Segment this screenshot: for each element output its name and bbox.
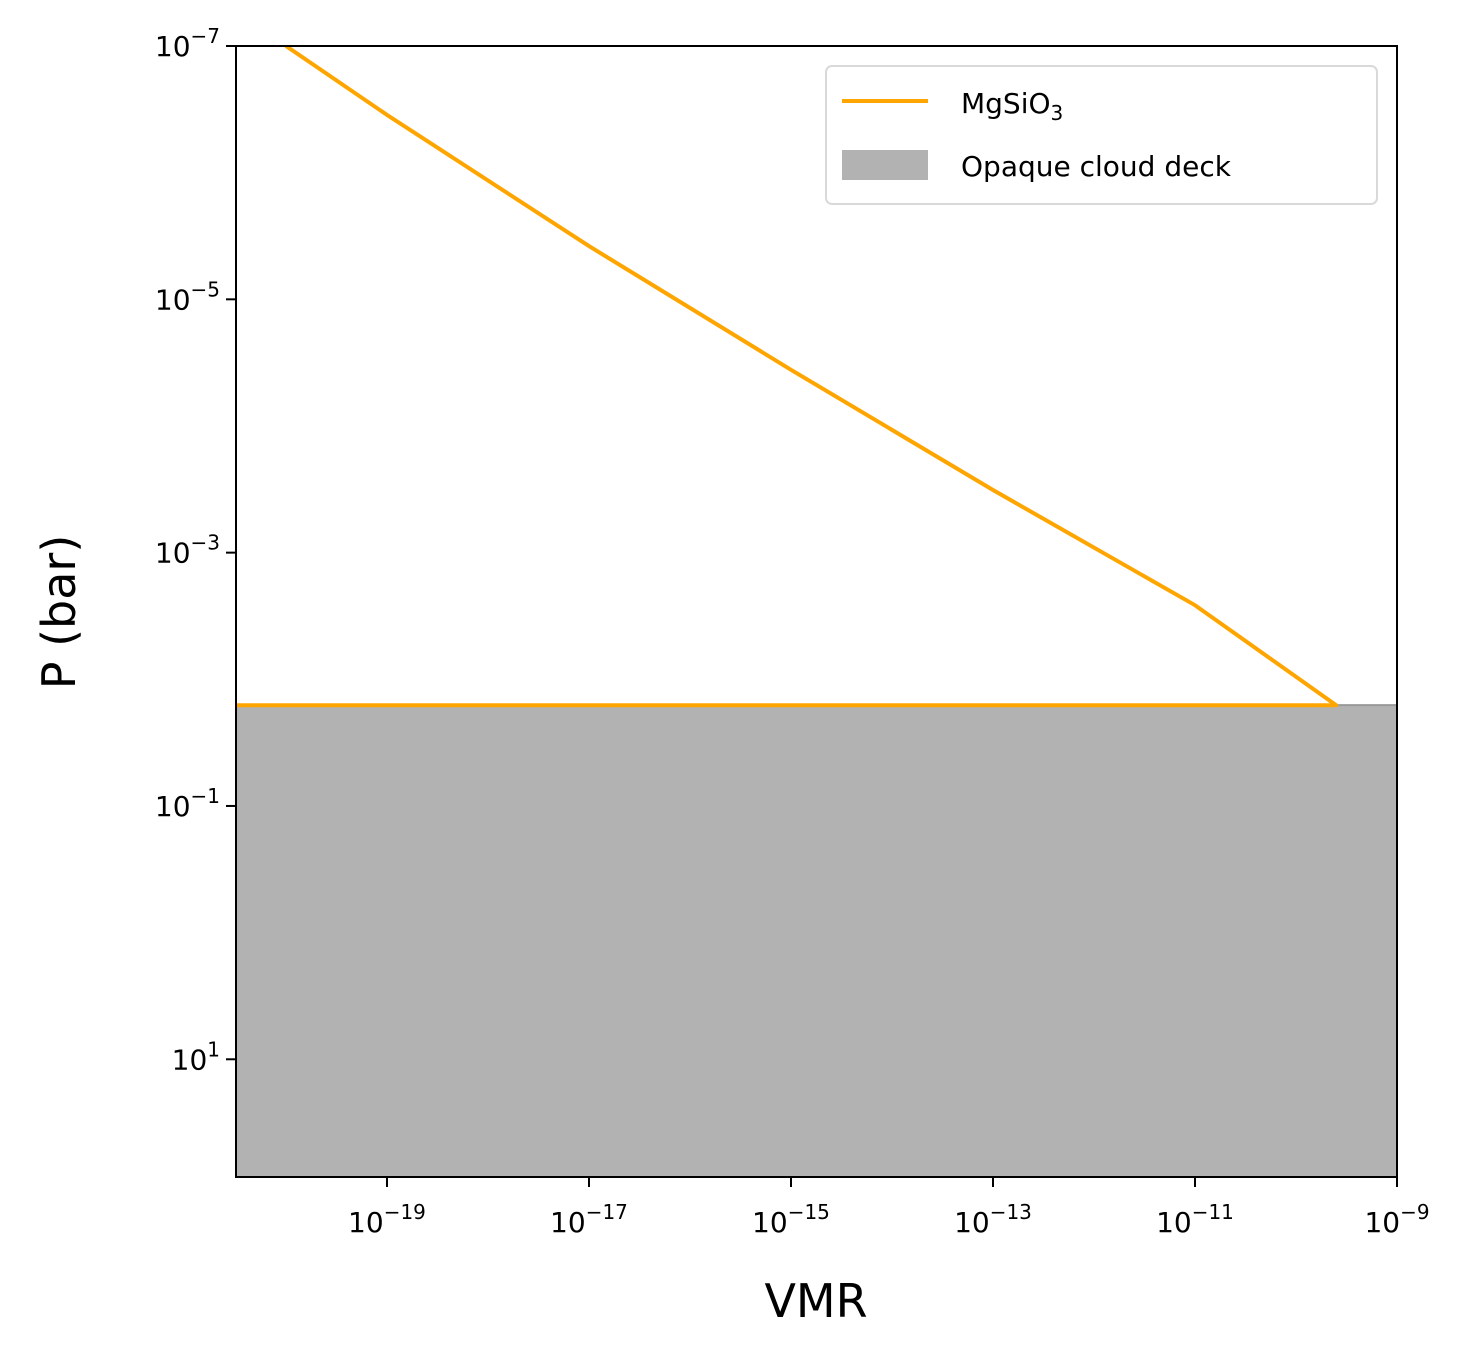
legend-label-mgsio3: MgSiO3 <box>961 87 1063 125</box>
series-line-mgsio3 <box>236 46 1339 708</box>
plot-area <box>236 46 1397 1177</box>
legend: MgSiO3 Opaque cloud deck <box>825 65 1378 205</box>
x-tick-label: 10−15 <box>752 1200 830 1239</box>
y-tick-label: 101 <box>172 1037 220 1076</box>
x-tick-label: 10−11 <box>1156 1200 1234 1239</box>
x-tick-label: 10−9 <box>1364 1200 1429 1239</box>
cloud-deck-region <box>236 705 1397 1177</box>
legend-swatch-cloud-deck <box>842 150 928 180</box>
legend-label-cloud-deck: Opaque cloud deck <box>961 150 1232 183</box>
x-tick-label: 10−19 <box>348 1200 426 1239</box>
y-tick-label: 10−7 <box>155 24 220 63</box>
y-tick-label: 10−3 <box>155 531 220 570</box>
y-tick-label: 10−5 <box>155 277 220 316</box>
x-tick-label: 10−13 <box>954 1200 1032 1239</box>
legend-box <box>825 65 1378 205</box>
y-axis-title: P (bar) <box>32 535 86 690</box>
axes: 10−19 10−17 10−15 10−13 10−11 10−9 10−7 10−5 10−… <box>155 24 1430 1239</box>
x-axis-title: VMR <box>764 1274 867 1328</box>
plot-frame <box>235 45 1398 1178</box>
x-tick-label: 10−17 <box>550 1200 628 1239</box>
y-tick-label: 10−1 <box>155 784 220 823</box>
